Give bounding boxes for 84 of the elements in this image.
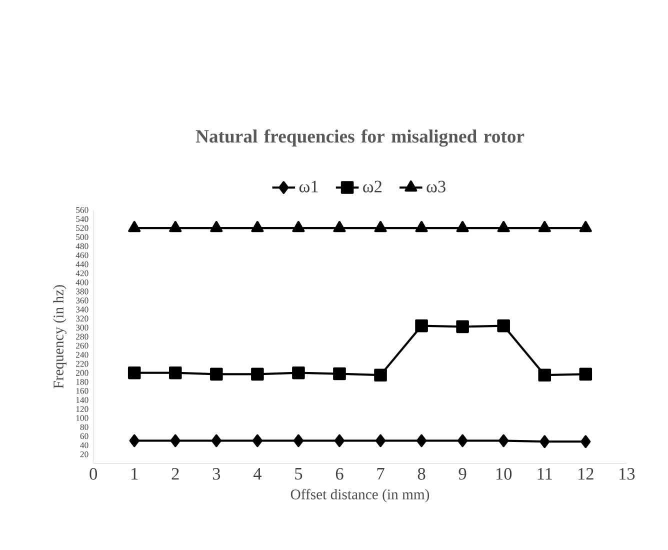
point	[292, 221, 305, 232]
point	[128, 366, 141, 380]
y-tick-label: 500	[76, 234, 88, 240]
point	[497, 319, 510, 332]
point	[293, 434, 304, 448]
chart-title: Natural frequencies for misaligned rotor	[196, 129, 524, 147]
y-tick-label: 160	[76, 388, 88, 394]
point	[129, 434, 140, 448]
point	[457, 434, 468, 448]
point	[497, 221, 510, 232]
y-tick-label: 540	[76, 216, 88, 222]
x-tick-label: 2	[172, 468, 179, 480]
y-tick-label: 140	[76, 397, 88, 403]
point	[580, 435, 591, 448]
y-tick-label: 60	[80, 433, 88, 440]
point	[456, 221, 469, 232]
legend-label: ω3	[426, 180, 446, 192]
x-tick-label: 9	[458, 468, 466, 480]
y-tick-label: 320	[76, 316, 88, 322]
x-tick-label: 1	[132, 468, 138, 480]
point	[128, 221, 141, 232]
x-tick-label: 6	[336, 468, 344, 480]
point	[169, 221, 182, 232]
y-tick-label: 220	[76, 360, 88, 367]
y-axis-title: Frequency (in hz)	[53, 285, 66, 388]
point	[374, 368, 387, 382]
y-tick-label: 460	[76, 252, 88, 258]
point	[456, 320, 469, 334]
x-tick-label: 5	[295, 468, 302, 480]
legend-label: ω1	[299, 180, 318, 192]
x-tick-label: 12	[578, 468, 594, 480]
point	[374, 221, 387, 232]
y-tick-label: 40	[80, 442, 88, 448]
point	[333, 367, 346, 380]
y-tick-label: 400	[76, 279, 88, 286]
y-tick-label: 480	[76, 243, 88, 250]
x-tick-label: 7	[377, 468, 384, 480]
x-tick-label: 4	[253, 468, 262, 480]
point	[292, 366, 305, 380]
y-tick-label: 380	[76, 288, 88, 294]
legend-label: ω2	[363, 180, 382, 192]
y-tick-label: 440	[76, 261, 88, 268]
x-tick-label: 13	[620, 468, 635, 480]
x-tick-label: 0	[90, 468, 98, 480]
point	[538, 221, 551, 232]
point	[210, 221, 223, 232]
point	[538, 368, 552, 382]
point	[579, 368, 592, 381]
point	[415, 319, 428, 332]
y-tick-label: 360	[76, 298, 88, 304]
x-tick-label: 11	[538, 468, 552, 480]
point	[415, 221, 428, 232]
y-tick-label: 20	[80, 451, 88, 458]
y-tick-label: 420	[76, 270, 88, 276]
y-tick-label: 100	[76, 415, 88, 422]
point	[170, 434, 180, 448]
x-axis-title: Offset distance (in mm)	[290, 488, 430, 502]
y-tick-label: 240	[76, 352, 88, 358]
point	[333, 221, 346, 232]
y-tick-label: 180	[76, 378, 88, 385]
y-tick-label: 200	[76, 370, 88, 376]
point	[252, 434, 263, 448]
x-tick-label: 10	[496, 468, 512, 480]
point	[416, 434, 427, 448]
point	[210, 368, 223, 381]
y-tick-label: 120	[76, 406, 88, 412]
point	[334, 434, 345, 448]
point	[251, 368, 264, 381]
point	[168, 366, 182, 380]
y-tick-label: 80	[80, 424, 88, 430]
point	[579, 221, 592, 232]
point	[375, 434, 386, 448]
x-tick-label: 3	[212, 468, 220, 480]
point	[251, 221, 264, 232]
y-tick-label: 280	[76, 334, 88, 340]
y-tick-label: 340	[76, 306, 88, 312]
x-tick-label: 8	[418, 468, 426, 480]
y-tick-label: 300	[76, 324, 88, 331]
y-tick-label: 260	[76, 342, 88, 349]
point	[211, 434, 222, 448]
point	[498, 434, 509, 448]
y-tick-label: 560	[76, 207, 88, 213]
y-tick-label: 520	[76, 225, 88, 232]
point	[540, 435, 550, 448]
